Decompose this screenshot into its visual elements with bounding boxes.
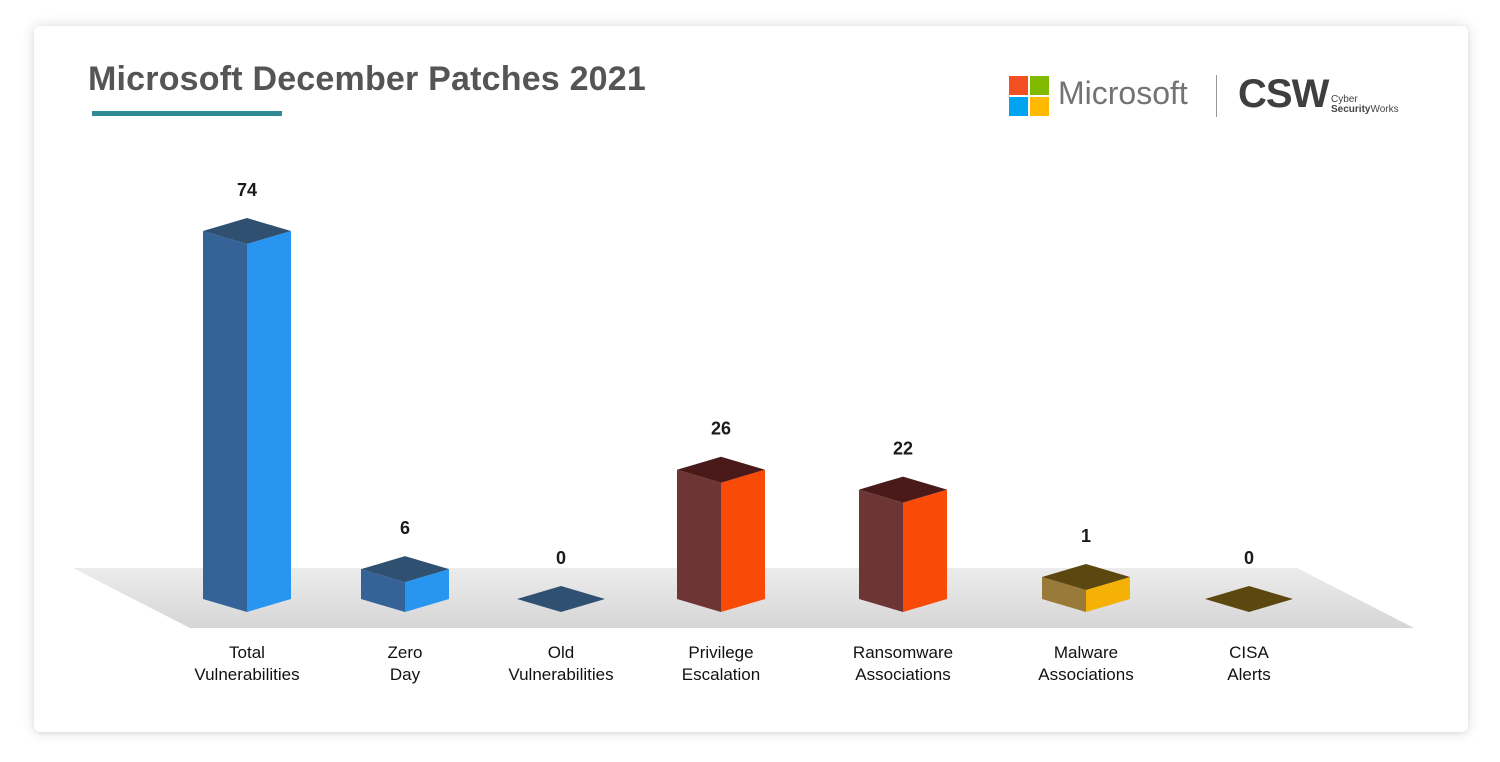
bar-top-face: [1042, 564, 1130, 590]
category-label-line: CISA: [1229, 643, 1269, 662]
data-label: 1: [1081, 526, 1091, 546]
bar-side-face: [903, 489, 947, 612]
csw-tagline-cyber: Cyber: [1331, 94, 1358, 105]
bar-top-face: [361, 556, 449, 583]
csw-tagline-securityworks: SecurityWorks: [1331, 104, 1399, 115]
category-label: Ransomware Associations: [818, 642, 988, 686]
bar-top-face: [1205, 586, 1293, 612]
page-title: Microsoft December Patches 2021: [88, 60, 647, 98]
category-label: Zero Day: [320, 642, 490, 686]
microsoft-wordmark: Microsoft: [1058, 75, 1188, 111]
microsoft-logo-red-square: [1009, 76, 1028, 95]
category-label-line: Ransomware: [852, 643, 954, 662]
data-label: 0: [556, 548, 566, 568]
bar-side-face: [247, 231, 291, 612]
category-label: Total Vulnerabilities: [162, 642, 332, 686]
category-label: CISA Alerts: [1164, 642, 1334, 686]
data-label: 26: [711, 419, 731, 439]
category-label: Malware Associations: [1001, 642, 1171, 686]
bar-side-face: [1086, 577, 1130, 612]
bar-front-face: [859, 489, 903, 612]
data-label: 74: [237, 180, 257, 200]
bar-side-face: [405, 569, 449, 612]
category-label-line: Associations: [1038, 665, 1134, 684]
category-label: Old Vulnerabilities: [476, 642, 646, 686]
bar-top-face: [203, 218, 291, 244]
bar-top-face: [517, 586, 605, 612]
bar-front-face: [361, 569, 405, 612]
bar-front-face: [1042, 577, 1086, 612]
data-label: 22: [893, 439, 913, 459]
bar-front-face: [677, 469, 721, 612]
csw-tagline-security: Security: [1331, 104, 1371, 115]
category-label-line: Vulnerabilities: [508, 665, 614, 684]
category-label: Privilege Escalation: [636, 642, 806, 686]
csw-tagline-works: Works: [1370, 104, 1399, 115]
bar-top-face: [677, 456, 765, 483]
csw-logo: CSW: [1238, 72, 1329, 116]
microsoft-logo-green-square: [1030, 76, 1049, 95]
data-label: 6: [400, 518, 410, 538]
category-label-line: Alerts: [1227, 665, 1271, 684]
category-label-line: Zero: [387, 643, 423, 662]
logo-divider: [1216, 75, 1217, 117]
bar-front-face: [203, 231, 247, 612]
category-label-line: Day: [389, 665, 421, 684]
category-label-line: Malware: [1053, 643, 1119, 662]
category-label-line: Old: [547, 643, 575, 662]
data-label: 0: [1244, 548, 1254, 568]
category-label-line: Associations: [855, 665, 951, 684]
microsoft-logo-blue-square: [1009, 97, 1028, 116]
category-label-line: Vulnerabilities: [194, 665, 300, 684]
title-underline: [92, 111, 282, 116]
category-label-line: Total: [229, 643, 265, 662]
category-label-line: Privilege: [688, 643, 754, 662]
microsoft-logo-icon: [1009, 76, 1049, 116]
category-label-line: Escalation: [681, 665, 761, 684]
bar-side-face: [721, 469, 765, 612]
microsoft-logo-yellow-square: [1030, 97, 1049, 116]
bar-top-face: [859, 476, 947, 503]
